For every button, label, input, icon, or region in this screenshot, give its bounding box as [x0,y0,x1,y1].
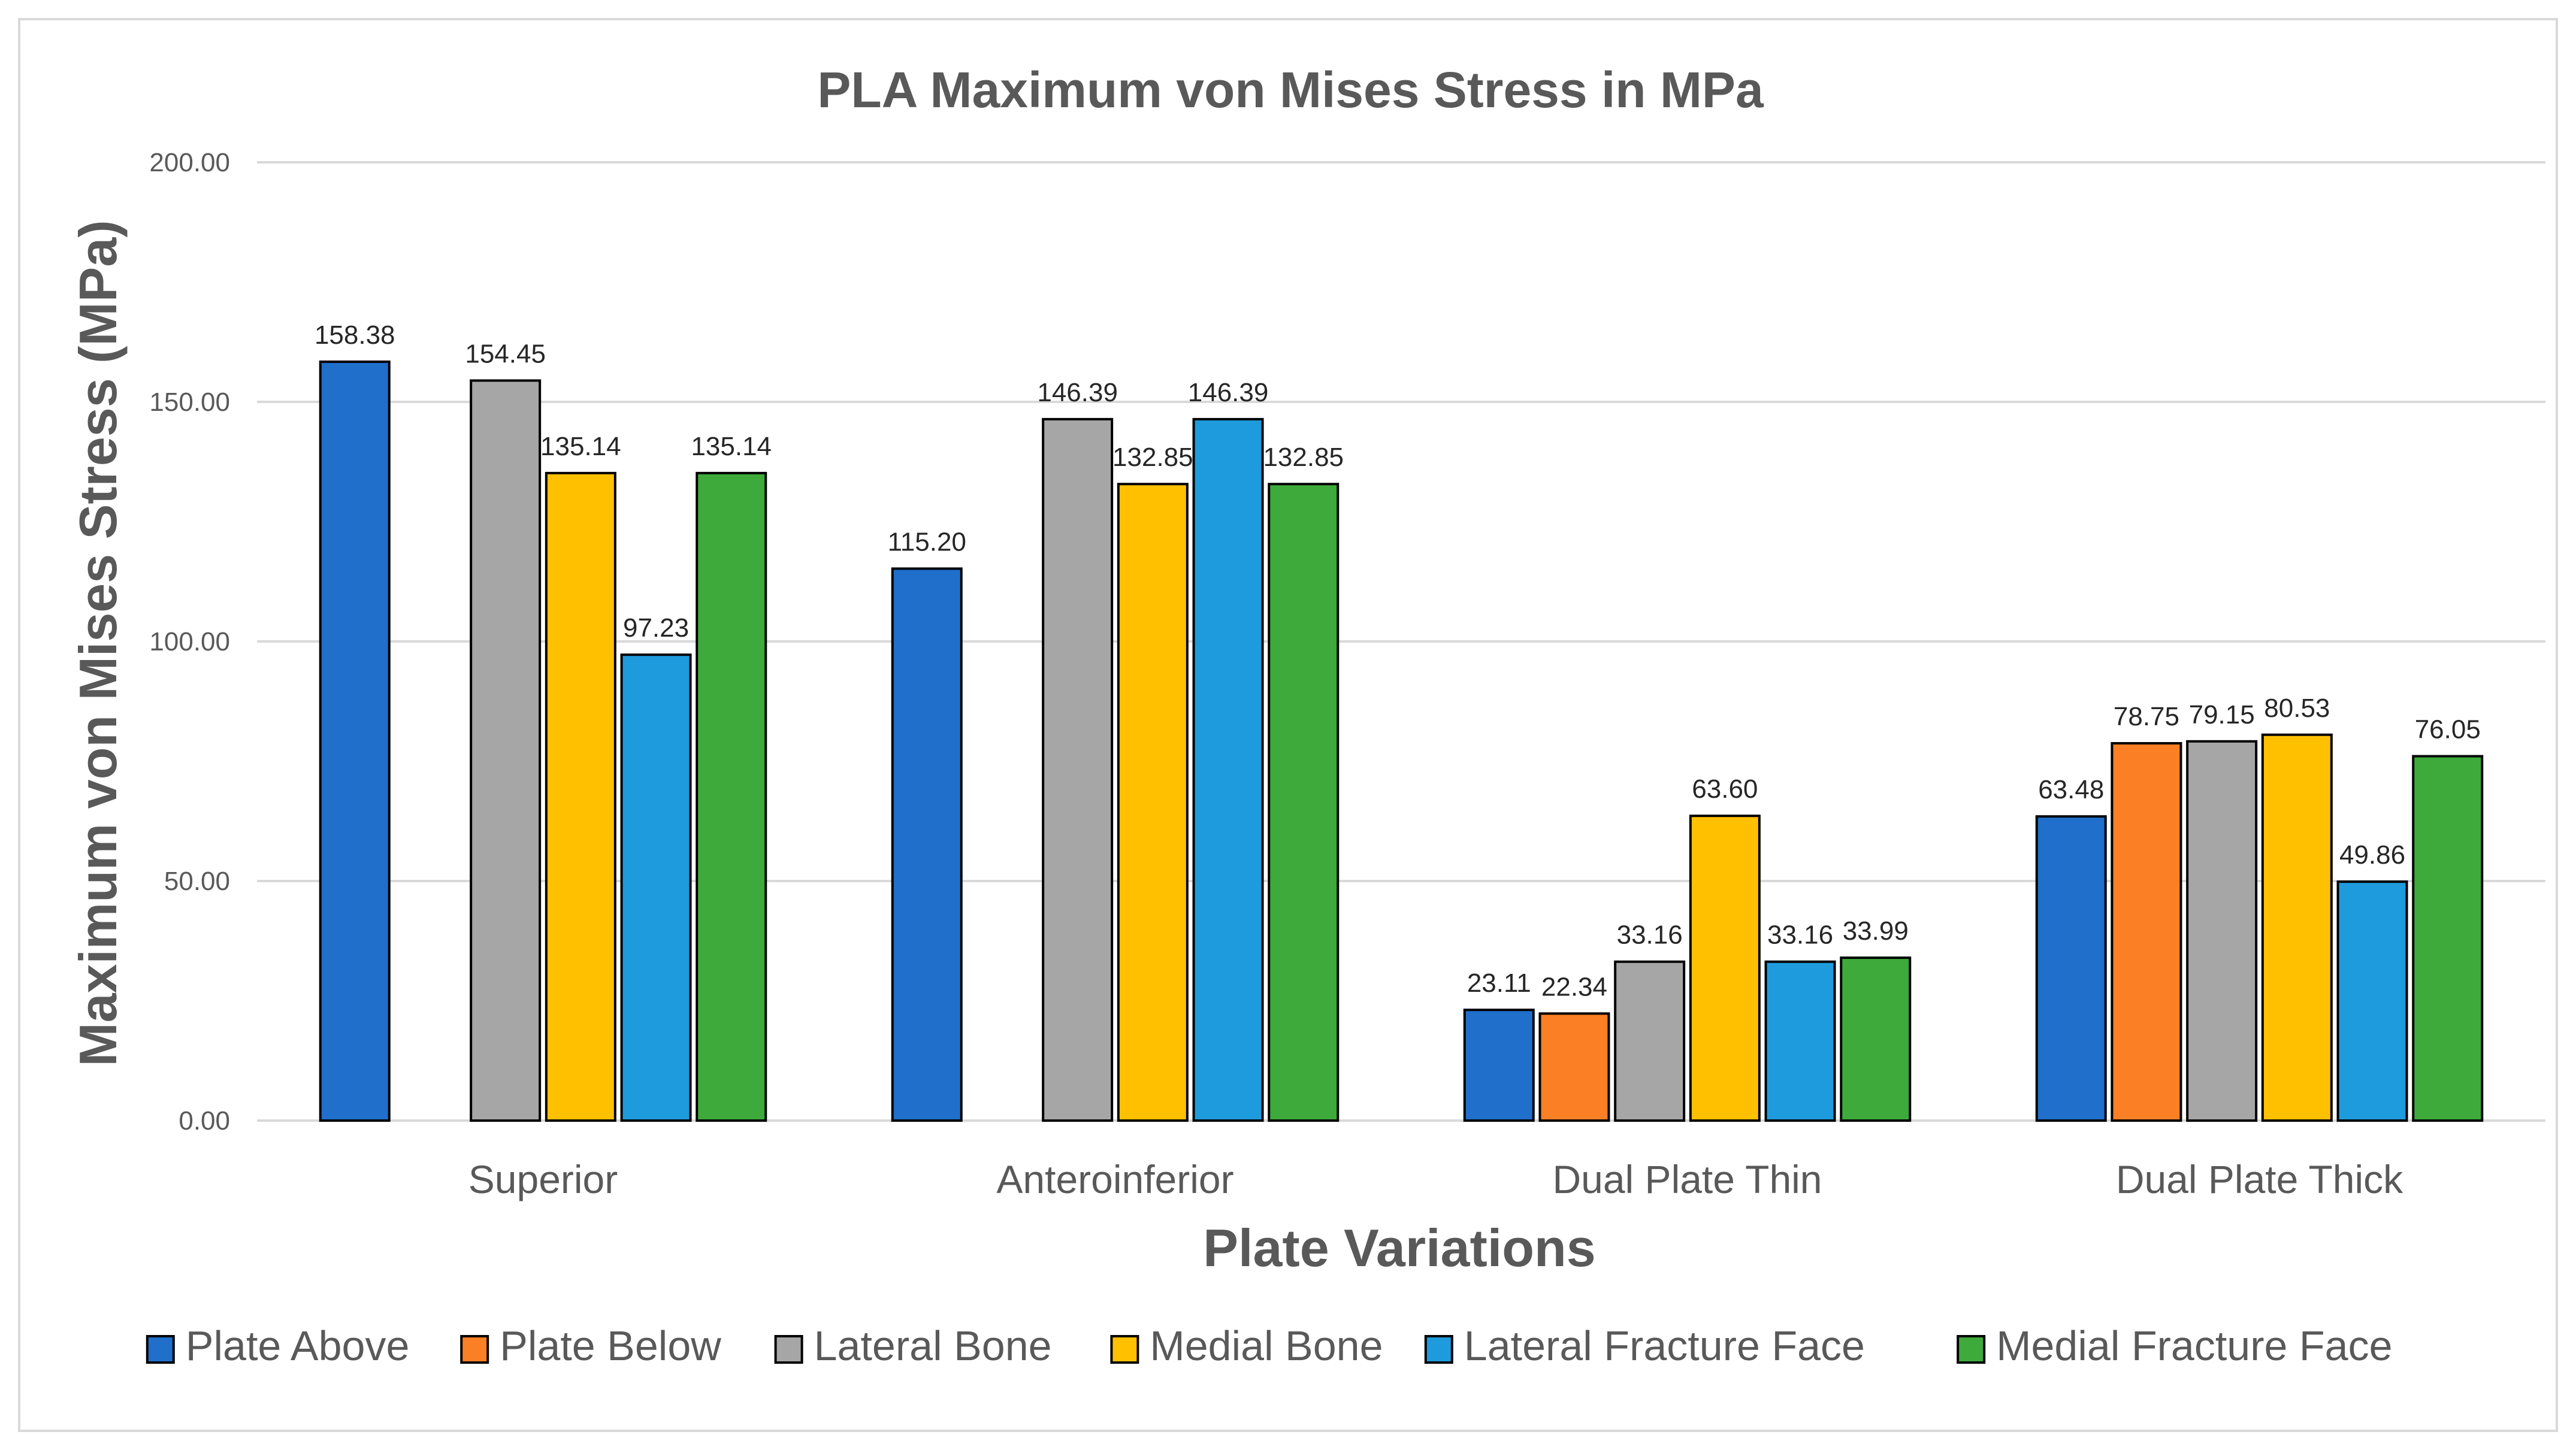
bar-plate-above [319,360,391,1122]
bars [319,360,2484,1122]
y-axis-title: Maximum von Mises Stress (MPa) [68,220,128,1066]
chart-title: PLA Maximum von Mises Stress in MPa [817,62,1764,118]
bar-lateral-bone [470,379,542,1122]
legend-label: Plate Below [500,1322,721,1369]
data-label: 63.60 [1692,774,1758,804]
legend-swatch [460,1335,489,1364]
data-label: 132.85 [1112,443,1193,472]
bar-lateral-fracture-face [1192,417,1264,1122]
data-label: 80.53 [2264,694,2330,723]
bar-medial-bone [1117,483,1189,1122]
y-tick-label: 0.00 [179,1106,230,1136]
legend-label: Plate Above [186,1322,410,1369]
data-label: 146.39 [1188,378,1269,407]
data-label: 115.20 [888,527,966,556]
data-label: 78.75 [2114,702,2179,731]
data-labels: 158.38 154.45 135.14 97.23 135.14 115.20 146.3… [315,320,2481,1001]
data-label: 79.15 [2189,700,2255,729]
bar-medial-fracture-face [1268,483,1340,1122]
bar-plate-below [1538,1012,1610,1122]
x-axis-ticks: Superior Anteroinferior Dual Plate Thin Dua… [468,1157,2403,1201]
bar-lateral-fracture-face [1764,960,1836,1122]
bar-plate-above [2035,815,2107,1122]
legend-swatch [1110,1335,1139,1364]
y-tick-label: 100.00 [149,627,230,656]
data-label: 76.05 [2415,715,2481,744]
legend-swatch [146,1335,175,1364]
bar-plate-below [2111,742,2182,1122]
data-label: 158.38 [315,320,395,350]
y-axis-ticks: 0.00 50.00 100.00 150.00 200.00 [149,148,230,1136]
y-tick-label: 50.00 [164,867,230,896]
bar-medial-fracture-face [2412,755,2484,1122]
data-label: 97.23 [623,613,689,643]
legend-swatch [774,1335,803,1364]
bar-lateral-bone [1614,960,1686,1122]
data-label: 135.14 [540,432,621,461]
bar-plate-above [1463,1009,1535,1122]
legend-label: Medial Bone [1150,1322,1383,1369]
legend-swatch [1424,1335,1453,1364]
data-label: 22.34 [1541,972,1607,1001]
x-tick-label: Anteroinferior [996,1157,1233,1201]
y-tick-label: 150.00 [149,388,230,417]
data-label: 135.14 [691,432,772,461]
legend: Plate Above Plate Below Lateral Bone Medial… [146,1322,2393,1369]
legend-swatch [1957,1335,1986,1364]
chart-frame: PLA Maximum von Mises Stress in MPa 0.00… [18,18,2558,1432]
y-tick-label: 200.00 [149,148,230,177]
bar-medial-bone [545,471,616,1122]
data-label: 49.86 [2339,840,2405,870]
data-label: 63.48 [2038,775,2104,804]
data-label: 33.16 [1617,921,1683,950]
x-tick-label: Dual Plate Thin [1552,1157,1822,1201]
data-label: 23.11 [1467,968,1531,998]
bar-lateral-bone [2186,740,2258,1122]
data-label: 33.99 [1843,916,1909,946]
x-tick-label: Superior [468,1157,618,1201]
x-axis-title: Plate Variations [1203,1218,1595,1278]
bar-lateral-bone [1042,417,1114,1122]
legend-label: Lateral Fracture Face [1464,1322,1865,1369]
bar-lateral-fracture-face [620,653,692,1122]
bar-chart: PLA Maximum von Mises Stress in MPa 0.00… [68,62,2545,1369]
bar-plate-above [891,567,963,1122]
data-label: 146.39 [1037,378,1118,407]
bar-medial-fracture-face [1840,956,1912,1122]
legend-label: Lateral Bone [814,1322,1052,1369]
data-label: 154.45 [465,339,546,368]
bar-medial-bone [2261,733,2333,1122]
bar-medial-bone [1689,815,1761,1122]
data-label: 132.85 [1263,443,1344,472]
legend-label: Medial Fracture Face [1996,1322,2392,1369]
bar-medial-fracture-face [696,471,767,1122]
x-tick-label: Dual Plate Thick [2116,1157,2403,1201]
data-label: 33.16 [1767,921,1833,950]
bar-lateral-fracture-face [2336,880,2408,1122]
